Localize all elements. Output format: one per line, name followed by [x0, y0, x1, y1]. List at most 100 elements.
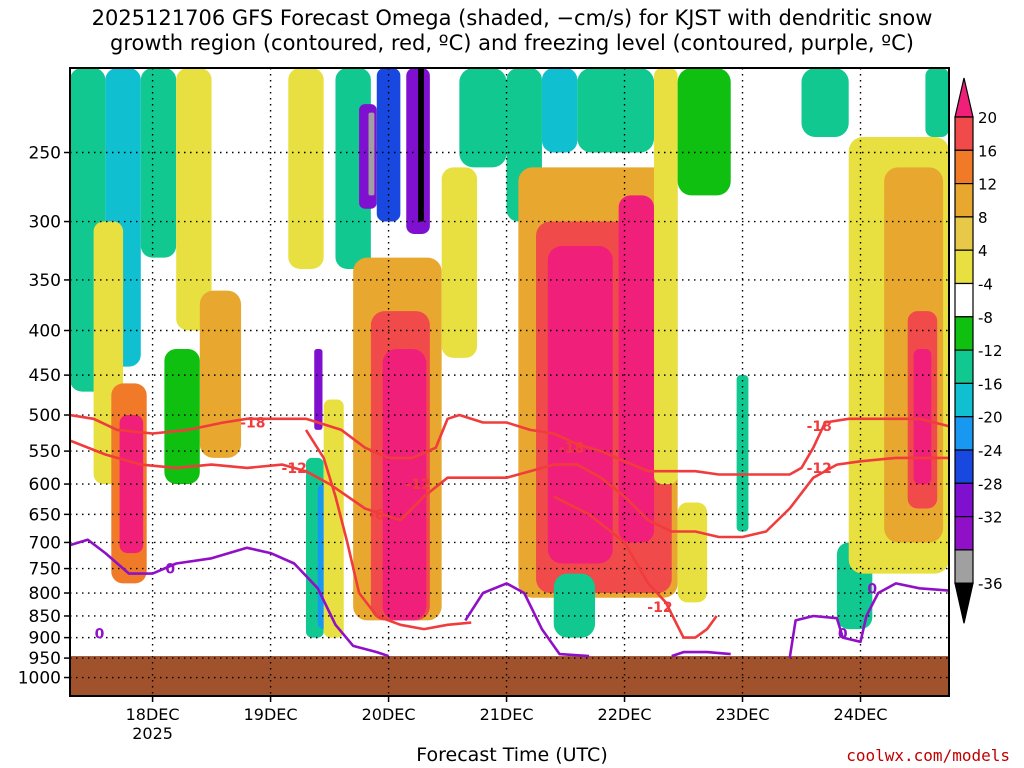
omega-cell [140, 68, 177, 258]
colorbar-segment [954, 416, 974, 451]
contour-label: -12 [647, 600, 672, 616]
colorbar-segment [954, 216, 974, 251]
contour-label-layer: -18 -12 -12 -6 -18 -12 -18 -12 0 0 0 0 [95, 416, 878, 643]
colorbar-segment [954, 482, 974, 518]
contour-label: -18 [807, 419, 832, 435]
x-tick-label: 24DEC [834, 705, 888, 724]
omega-cell [368, 112, 375, 196]
omega-cell [654, 68, 678, 485]
y-axis-ticks: 2503003504004505005506006507007508008509… [18, 144, 70, 689]
y-tick-label: 400 [29, 322, 61, 342]
grid-layer [70, 68, 949, 696]
omega-cell [314, 348, 323, 430]
contour-line [70, 538, 390, 658]
omega-cell [382, 348, 427, 621]
omega-cell [441, 167, 478, 358]
colorbar-label: -24 [978, 442, 1003, 460]
omega-cell [376, 68, 401, 222]
y-tick-label: 300 [29, 213, 61, 233]
omega-cell [176, 68, 212, 331]
contour-layer [70, 413, 949, 659]
colorbar-segment [954, 549, 974, 584]
colorbar-label: 20 [978, 109, 997, 127]
y-tick-label: 700 [29, 533, 61, 553]
omega-cell [801, 68, 849, 138]
x-tick-label: 19DEC [244, 705, 298, 724]
colorbar-segment [954, 316, 974, 351]
colorbar-segment [954, 515, 974, 551]
omega-cell [925, 68, 949, 138]
plot-frame [69, 67, 950, 697]
colorbar-segment [954, 149, 974, 185]
omega-cell [553, 573, 596, 638]
contour-label: -12 [807, 461, 832, 477]
colorbar-label: -8 [978, 309, 993, 327]
omega-cell [288, 68, 324, 269]
colorbar-label: 16 [978, 142, 997, 160]
y-tick-label: 600 [29, 475, 61, 495]
omega-cell [459, 68, 507, 168]
contour-label: -12 [405, 477, 430, 493]
y-tick-label: 550 [29, 442, 61, 462]
contour-label: -18 [240, 416, 265, 432]
contour-line [304, 429, 472, 631]
omega-cell [323, 399, 344, 638]
contour-label: 0 [165, 562, 175, 578]
y-tick-label: 800 [29, 584, 61, 604]
x-tick-label: 21DEC [480, 705, 534, 724]
colorbar-label: -32 [978, 509, 1003, 527]
contour-label: -12 [282, 461, 307, 477]
contour-line [70, 439, 949, 539]
colorbar-label: 4 [978, 242, 988, 260]
colorbar-segment [954, 382, 974, 418]
colorbar-label: 12 [978, 176, 997, 194]
omega-cell [541, 68, 578, 153]
y-tick-label: 850 [29, 607, 61, 627]
colorbar-segment [954, 449, 974, 484]
colorbar-segment [954, 249, 974, 285]
x-tick-sublabel: 2025 [132, 724, 173, 743]
x-tick-label: 18DEC [126, 705, 180, 724]
y-tick-label: 1000 [18, 669, 61, 689]
x-tick-label: 22DEC [598, 705, 652, 724]
contour-label: -18 [559, 441, 584, 457]
y-tick-label: 450 [29, 366, 61, 386]
contour-line [671, 650, 731, 658]
colorbar-label: -4 [978, 276, 993, 294]
omega-cell [618, 195, 655, 543]
y-tick-label: 250 [29, 144, 61, 164]
y-tick-label: 650 [29, 505, 61, 525]
colorbar-segment [954, 183, 974, 218]
y-tick-label: 900 [29, 629, 61, 649]
contour-line [70, 413, 949, 476]
colorbar: 20 16 12 8 4 -4 -8 -12 -16 -20 -24 -28 -32 -36 [954, 77, 1003, 624]
contour-line [788, 582, 949, 659]
omega-cell [577, 68, 655, 153]
contour-label: 0 [867, 581, 877, 597]
colorbar-segment [954, 349, 974, 385]
colorbar-label: 8 [978, 209, 988, 227]
contour-line [464, 582, 590, 658]
credit-link[interactable]: coolwx.com/models [846, 746, 1010, 765]
colorbar-label: -16 [978, 375, 1003, 393]
ground-fill [70, 656, 949, 696]
ground-layer [70, 656, 949, 696]
colorbar-label: -28 [978, 475, 1003, 493]
omega-cell [164, 348, 200, 485]
x-tick-label: 20DEC [362, 705, 416, 724]
omega-cell [677, 502, 708, 603]
contour-label: 0 [95, 626, 105, 642]
colorbar-bottom-arrow [954, 582, 974, 624]
omega-cell [913, 348, 932, 485]
y-tick-label: 950 [29, 649, 61, 669]
chart-title: 2025121706 GFS Forecast Omega (shaded, −… [91, 6, 933, 55]
colorbar-top-arrow [954, 77, 974, 118]
omega-cell [199, 290, 242, 458]
y-tick-label: 750 [29, 560, 61, 580]
colorbar-label: -36 [978, 575, 1003, 593]
omega-cell [547, 245, 613, 564]
omega-cell [677, 68, 731, 196]
contour-label: -6 [369, 507, 385, 523]
